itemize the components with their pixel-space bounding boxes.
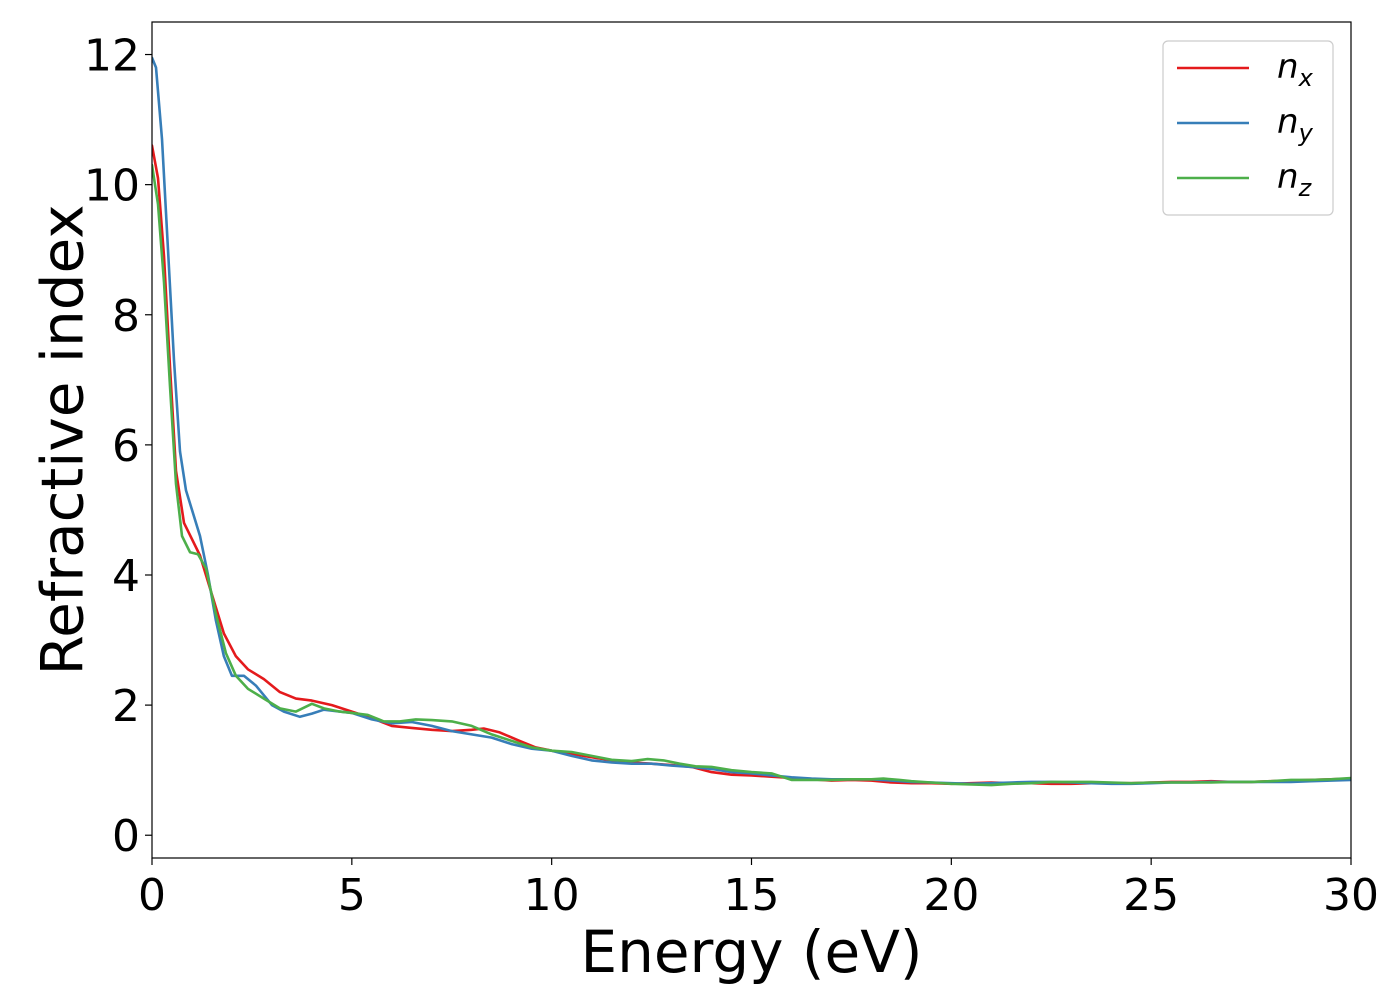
y-tick-label: 10	[84, 161, 140, 212]
y-tick-label: 4	[112, 551, 140, 602]
legend-label-y: ny	[1277, 102, 1314, 147]
legend-label-base: n	[1277, 47, 1299, 87]
legend-label-base: n	[1277, 102, 1299, 142]
y-tick-label: 8	[112, 291, 140, 342]
x-tick-label: 20	[923, 870, 979, 921]
y-tick-label: 0	[112, 811, 140, 862]
legend-label-subscript: z	[1298, 174, 1313, 202]
series-line-x	[152, 144, 1351, 786]
y-axis-ticks: 0 2 4 6 8 10 12	[84, 31, 152, 862]
legend-label-z: nz	[1277, 157, 1313, 202]
x-tick-label: 0	[138, 870, 166, 921]
legend-label-x: nx	[1277, 47, 1314, 92]
legend-label-subscript: x	[1298, 64, 1314, 92]
x-tick-label: 5	[338, 870, 366, 921]
x-axis-ticks: 0 5 10 15 20 25 30	[138, 858, 1379, 921]
legend-label-subscript: y	[1298, 119, 1314, 147]
legend-box	[1162, 40, 1334, 216]
x-axis-label: Energy (eV)	[580, 918, 922, 986]
series-line-z	[152, 163, 1351, 787]
y-tick-label: 12	[84, 31, 140, 82]
y-tick-label: 2	[112, 681, 140, 732]
x-tick-label: 30	[1323, 870, 1379, 921]
series-layer	[152, 56, 1351, 787]
x-tick-label: 15	[724, 870, 780, 921]
x-tick-label: 25	[1123, 870, 1179, 921]
x-tick-label: 10	[524, 870, 580, 921]
y-tick-label: 6	[112, 421, 140, 472]
y-axis-label: Refractive index	[28, 204, 96, 675]
legend-label-base: n	[1277, 157, 1299, 197]
